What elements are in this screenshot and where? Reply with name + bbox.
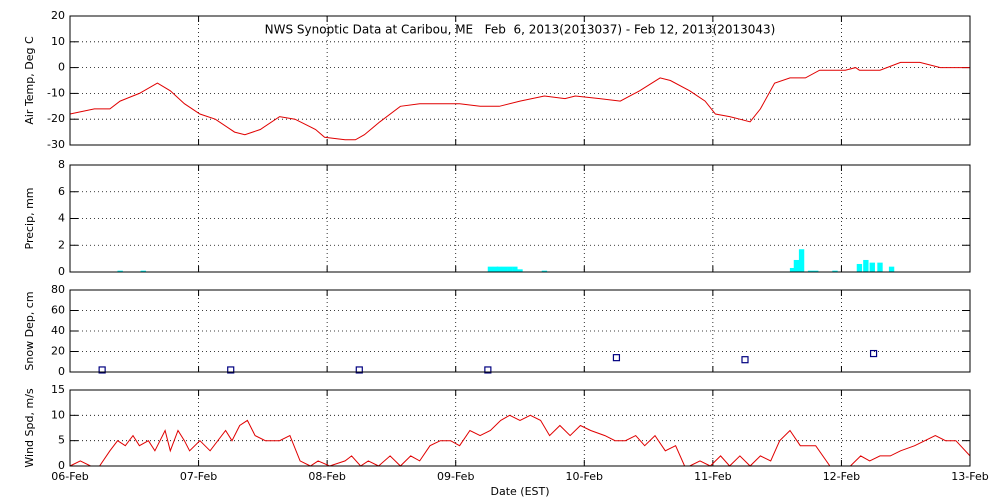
y-tick-label: 60 (51, 304, 65, 317)
point (98, 366, 106, 374)
bar (807, 270, 814, 272)
y-tick-label: 5 (58, 434, 65, 447)
y-tick-label: 10 (51, 408, 65, 421)
y-tick-label: 0 (58, 365, 65, 378)
point (227, 366, 235, 374)
data-line (69, 61, 970, 141)
point (612, 354, 621, 362)
bar (140, 270, 146, 272)
bar (863, 259, 869, 272)
data-line (69, 414, 971, 467)
y-tick-label: -10 (47, 86, 65, 99)
y-tick-label: 15 (51, 383, 65, 396)
x-tick-label: 09-Feb (437, 470, 474, 483)
y-tick-label: 2 (58, 238, 65, 251)
x-tick-label: 12-Feb (823, 470, 860, 483)
y-axis-label: Snow Dep, cm (23, 291, 36, 370)
y-tick-label: 6 (58, 185, 65, 198)
x-axis-label: Date (EST) (490, 485, 549, 498)
plot-frame (69, 15, 971, 146)
bar (117, 270, 123, 272)
bar (492, 266, 499, 272)
x-tick-label: 07-Feb (180, 470, 217, 483)
y-axis-label: Air Temp, Deg C (23, 36, 36, 125)
y-tick-label: 0 (58, 61, 65, 74)
bar (888, 266, 895, 272)
x-tick-label: 10-Feb (566, 470, 603, 483)
y-axis-label: Precip, mm (23, 188, 36, 250)
y-tick-label: 40 (51, 324, 65, 337)
bar (798, 249, 805, 272)
bar (507, 266, 513, 272)
x-tick-label: 11-Feb (694, 470, 731, 483)
bar (793, 259, 800, 272)
bar (487, 266, 494, 272)
y-tick-label: -30 (47, 138, 65, 151)
y-axis-label: Wind Spd, m/s (23, 388, 36, 468)
y-tick-label: 4 (58, 212, 65, 225)
point (484, 366, 492, 374)
plot-frame (69, 289, 971, 373)
y-tick-label: 10 (51, 35, 65, 48)
bar (869, 262, 875, 272)
plot-frame (69, 164, 971, 273)
y-tick-label: 80 (51, 283, 65, 296)
bar (496, 266, 503, 272)
plot-frame (69, 389, 971, 467)
bar (832, 270, 838, 272)
bar (877, 262, 883, 272)
y-tick-label: -20 (47, 112, 65, 125)
bar (813, 270, 819, 272)
point (355, 366, 363, 374)
point (869, 349, 878, 358)
y-tick-label: 20 (51, 9, 65, 22)
bar (517, 269, 523, 272)
bar (541, 270, 548, 272)
bar (501, 266, 508, 272)
y-tick-label: 0 (58, 459, 65, 472)
y-tick-label: 8 (58, 158, 65, 171)
bar (856, 263, 863, 272)
bar (789, 267, 796, 272)
x-tick-label: 13-Feb (951, 470, 988, 483)
chart-title: NWS Synoptic Data at Caribou, ME Feb 6, … (265, 23, 776, 37)
y-tick-label: 0 (58, 265, 65, 278)
bar (512, 266, 518, 272)
x-tick-label: 06-Feb (51, 470, 88, 483)
point (741, 356, 749, 364)
y-tick-label: 20 (51, 345, 65, 358)
x-tick-label: 08-Feb (308, 470, 345, 483)
